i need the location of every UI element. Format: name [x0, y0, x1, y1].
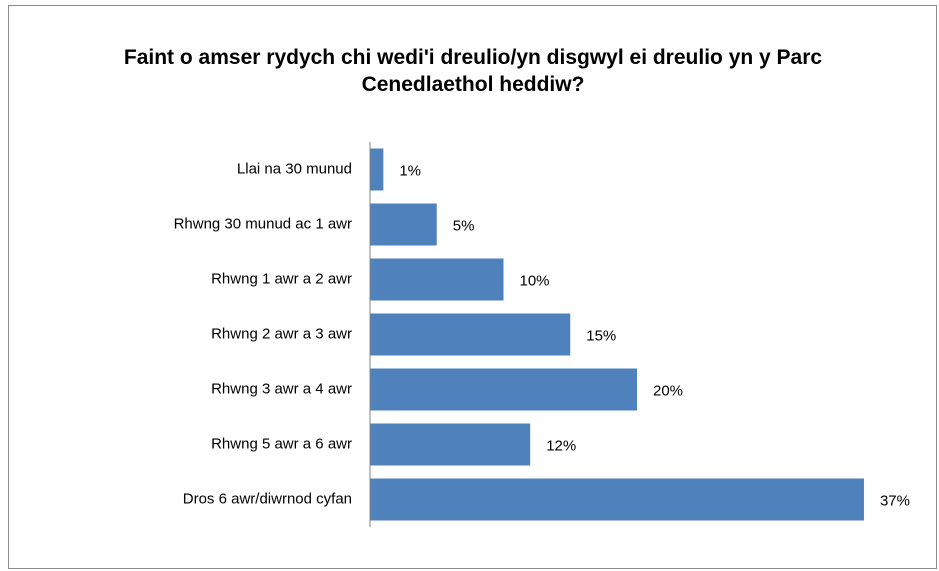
bar	[370, 148, 384, 191]
category-label: Rhwng 3 awr a 4 awr	[211, 380, 352, 397]
category-label: Rhwng 5 awr a 6 awr	[211, 435, 352, 452]
value-label: 5%	[453, 217, 475, 234]
value-label: 1%	[399, 162, 421, 179]
category-label: Rhwng 30 munud ac 1 awr	[174, 215, 352, 232]
category-label: Dros 6 awr/diwrnod cyfan	[183, 490, 352, 507]
value-label: 15%	[586, 327, 616, 344]
category-label: Llai na 30 munud	[237, 160, 352, 177]
value-label: 20%	[653, 382, 683, 399]
bar	[370, 478, 864, 521]
value-label: 12%	[546, 437, 576, 454]
bar	[370, 368, 637, 411]
bar	[370, 423, 531, 466]
chart-frame	[8, 5, 937, 569]
bar	[370, 313, 571, 356]
bar	[370, 258, 504, 301]
value-label: 10%	[520, 272, 550, 289]
category-label: Rhwng 1 awr a 2 awr	[211, 270, 352, 287]
bar	[370, 203, 437, 246]
chart-title: Faint o amser rydych chi wedi'i dreulio/…	[123, 46, 823, 96]
value-label: 37%	[880, 492, 910, 509]
category-label: Rhwng 2 awr a 3 awr	[211, 325, 352, 342]
